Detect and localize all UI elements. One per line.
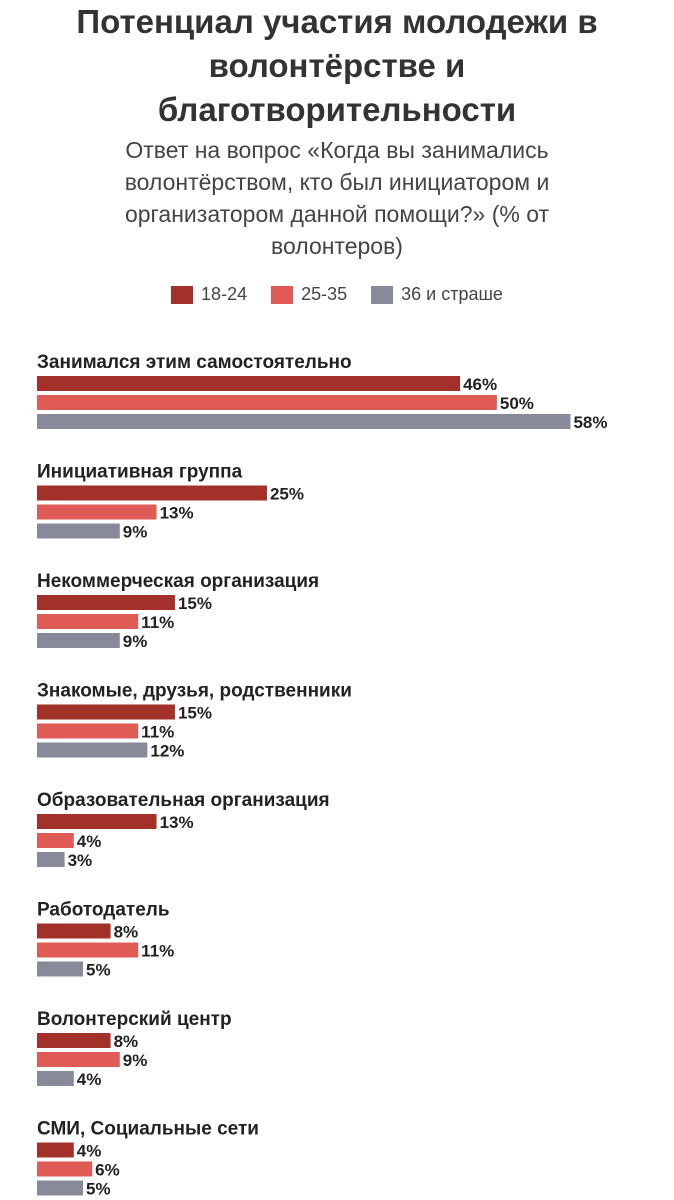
bar-value-label: 13% [160,504,194,523]
legend-label-25-35: 25-35 [301,284,348,304]
bar [37,1180,83,1196]
category-group: Знакомые, друзья, родственники 15%11%12% [37,681,352,761]
legend-swatch-18-24 [171,285,194,304]
bar [37,485,267,501]
bar-value-label: 5% [86,961,111,980]
chart-title-line: благотворительности [157,91,517,128]
bar [37,1161,93,1177]
bar-value-label: 9% [123,523,148,542]
category-label: СМИ, Социальные сети [37,1119,259,1140]
bar-value-label: 6% [95,1161,120,1180]
category-group: Занимался этим самостоятельно 46%50% 58% [37,352,607,432]
bar-value-label: 13% [160,813,194,832]
bar-value-label: 15% [178,594,212,613]
bar [37,1142,74,1158]
bar [37,614,139,629]
bar [37,595,175,610]
bar [37,1033,111,1048]
bar-value-label: 9% [123,632,148,651]
bar-value-label: 3% [68,851,93,870]
bar-value-label: 11% [141,942,174,961]
category-label: Работодатель [37,900,170,921]
category-label: Занимался этим самостоятельно [37,352,352,373]
chart-title: Потенциал участия молодежи в волонтёрств… [0,0,674,132]
bar [37,504,157,520]
legend-label-36-plus: 36 и страше [401,284,503,304]
bar [37,852,65,867]
bar [37,833,74,848]
chart-subtitle-line: волонтёрством, кто был инициатором и [124,169,550,195]
category-label: Инициативная группа [37,462,243,483]
chart-subtitle-line: Ответ на вопрос «Когда вы занимались [125,137,549,163]
category-group: Волонтерский центр 8%9% 4% [37,1009,232,1089]
bar-value-label: 11% [141,613,174,632]
bar [37,814,157,829]
bar [37,1071,74,1086]
legend-swatch-36-plus [371,285,394,304]
bar-value-label: 4% [77,832,102,851]
legend-swatch-25-35 [271,285,294,304]
bar-value-label: 5% [86,1180,111,1199]
bar-value-label: 11% [141,723,174,742]
category-label: Образовательная организация [37,790,330,811]
bar [37,633,120,648]
category-label: Знакомые, друзья, родственники [37,681,352,702]
bar-chart: Занимался этим самостоятельно 46%50% 58% Ин… [37,352,607,1199]
chart-title-line: волонтёрстве и [208,47,466,84]
bar [37,961,83,977]
bar [37,414,571,429]
bar-value-label: 9% [123,1051,148,1070]
category-group: СМИ, Социальные сети 4%6%5% [37,1119,259,1199]
bar [37,942,139,958]
category-label: Волонтерский центр [37,1009,232,1030]
bar-value-label: 46% [463,375,497,394]
bar-value-label: 15% [178,704,212,723]
bar-value-label: 50% [500,394,534,413]
legend-item-18-24: 18-24 [171,284,247,305]
chart-legend: 18-24 25-35 36 и страше [0,284,674,305]
category-group: Образовательная организация 13% 4%3% [37,790,330,870]
bar [37,1052,120,1067]
legend-label-18-24: 18-24 [201,284,248,304]
category-label: Некоммерческая организация [37,571,319,592]
bar-value-label: 58% [573,413,607,432]
category-group: Инициативная группа 25% 13% 9% [37,462,304,542]
category-group: Некоммерческая организация 15%11%9% [37,571,319,651]
bar [37,376,461,391]
chart-subtitle-line: волонтеров) [271,233,403,259]
bar [37,923,111,939]
legend-item-36-plus: 36 и страше [371,284,503,305]
bar-value-label: 25% [270,485,304,504]
category-group: Работодатель 8%11% 5% [37,900,174,980]
chart-subtitle-line: организатором данной помощи?» (% от [124,201,550,227]
bar [37,742,148,758]
legend-item-25-35: 25-35 [271,284,347,305]
bar-value-label: 12% [150,742,184,761]
bar-value-label: 4% [77,1070,102,1089]
bar [37,523,120,539]
bar [37,395,497,410]
chart-title-line: Потенциал участия молодежи в [76,3,598,40]
bar-value-label: 4% [77,1142,102,1161]
chart-subtitle: Ответ на вопрос «Когда вы занимались вол… [40,134,634,262]
bar [37,723,139,739]
bar-value-label: 8% [114,923,139,942]
bar [37,704,175,720]
bar-value-label: 8% [114,1032,139,1051]
